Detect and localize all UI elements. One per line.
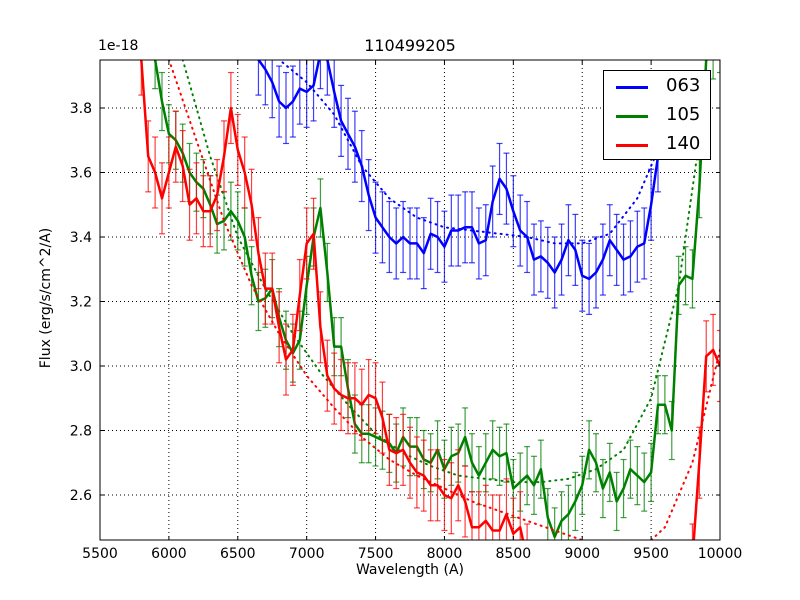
legend-label: 140 (666, 133, 701, 154)
chart-title: 110499205 (364, 36, 456, 55)
svg-text:10000: 10000 (698, 546, 743, 562)
legend-label: 105 (666, 104, 701, 125)
svg-text:7000: 7000 (289, 546, 325, 562)
svg-text:9500: 9500 (633, 546, 669, 562)
svg-text:6000: 6000 (151, 546, 187, 562)
svg-text:6500: 6500 (220, 546, 256, 562)
x-axis-label: Wavelength (A) (355, 562, 464, 578)
y-offset-label: 1e-18 (98, 38, 139, 54)
svg-text:2.8: 2.8 (70, 424, 92, 440)
legend-item-063: 063 (604, 73, 710, 101)
svg-text:9000: 9000 (564, 546, 600, 562)
svg-text:7500: 7500 (358, 546, 394, 562)
svg-text:3.8: 3.8 (70, 101, 92, 117)
data-series (138, 60, 720, 540)
svg-text:3.0: 3.0 (70, 359, 92, 375)
svg-text:3.2: 3.2 (70, 295, 92, 311)
legend-swatch-red (616, 144, 648, 147)
legend-item-105: 105 (604, 102, 710, 130)
y-axis-label: Flux (erg/s/cm^2/A) (38, 227, 54, 369)
svg-text:5500: 5500 (82, 546, 118, 562)
legend-label: 063 (666, 75, 701, 96)
axis-ticks: 5500 6000 6500 7000 7500 8000 8500 9000 9500 1000… (70, 60, 743, 562)
legend-swatch-blue (616, 86, 648, 89)
legend: 063 105 140 (603, 70, 711, 160)
plot-frame (99, 59, 721, 541)
svg-text:2.6: 2.6 (70, 488, 92, 504)
svg-text:8500: 8500 (496, 546, 532, 562)
legend-item-140: 140 (604, 131, 710, 159)
legend-swatch-green (616, 115, 648, 118)
svg-text:3.6: 3.6 (70, 166, 92, 182)
svg-text:3.4: 3.4 (70, 230, 92, 246)
svg-text:8000: 8000 (427, 546, 463, 562)
